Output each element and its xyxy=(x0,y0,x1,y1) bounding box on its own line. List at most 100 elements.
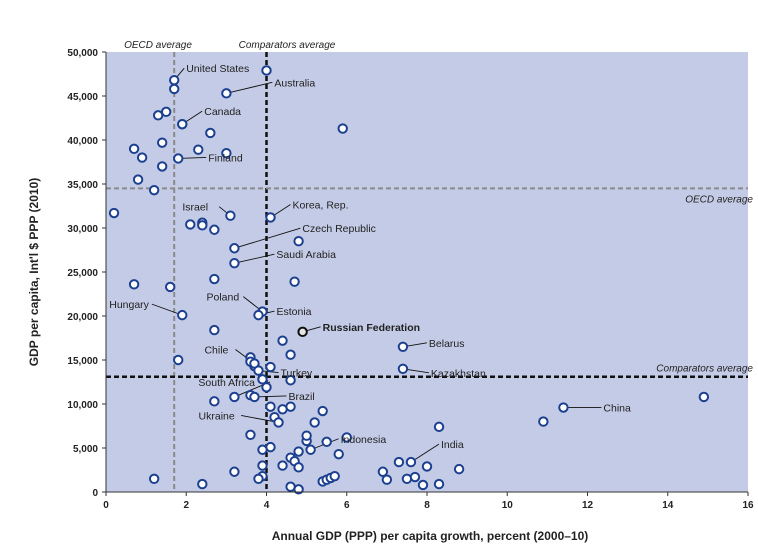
x-tick-label: 6 xyxy=(344,500,350,511)
data-point xyxy=(148,184,160,196)
data-point xyxy=(309,417,320,428)
point-label: Kazakhstan xyxy=(431,368,486,380)
data-point xyxy=(221,148,232,159)
data-point xyxy=(433,478,445,490)
y-tick-label: 35,000 xyxy=(67,180,98,191)
x-tick-label: 12 xyxy=(582,500,594,511)
data-point-labeled xyxy=(177,309,188,321)
x-tick-label: 10 xyxy=(502,500,514,511)
data-point-labeled xyxy=(273,417,284,428)
y-tick-label: 40,000 xyxy=(67,136,98,147)
data-point-labeled xyxy=(169,74,180,86)
y-tick-label: 45,000 xyxy=(67,92,98,103)
data-point xyxy=(209,224,220,235)
point-label: United States xyxy=(186,63,249,75)
y-tick-label: 20,000 xyxy=(67,312,98,323)
point-label: Poland xyxy=(206,292,239,304)
data-point xyxy=(205,127,216,139)
data-point xyxy=(293,484,304,495)
data-point xyxy=(156,137,168,148)
data-point xyxy=(209,273,220,285)
point-label: China xyxy=(603,403,631,415)
data-point xyxy=(277,335,288,346)
data-point-labeled xyxy=(229,391,240,403)
data-point xyxy=(289,276,300,287)
data-point xyxy=(333,448,344,460)
data-point xyxy=(156,161,168,172)
point-label: Ukraine xyxy=(199,410,235,422)
data-point xyxy=(381,474,393,485)
data-point xyxy=(329,470,340,482)
data-point xyxy=(301,430,312,441)
data-point-labeled xyxy=(253,365,264,376)
point-label: Australia xyxy=(274,77,315,89)
data-point xyxy=(421,461,433,472)
point-labels: United States Australia Canada Finland Korea… xyxy=(109,63,631,451)
point-label: Estonia xyxy=(276,306,311,318)
data-point xyxy=(209,324,220,336)
point-label: Saudi Arabia xyxy=(276,249,336,261)
data-point xyxy=(265,401,276,412)
data-point xyxy=(341,432,352,443)
x-tick-label: 16 xyxy=(742,500,754,511)
data-point xyxy=(317,405,328,417)
data-point-labeled xyxy=(177,118,188,130)
x-tick-label: 4 xyxy=(264,500,270,511)
data-point xyxy=(409,471,421,483)
x-axis-title: Annual GDP (PPP) per capita growth, perc… xyxy=(272,529,589,543)
data-point xyxy=(417,479,429,491)
y-tick-label: 15,000 xyxy=(67,356,98,367)
point-label: India xyxy=(441,439,464,451)
data-point xyxy=(108,207,120,219)
comparators-average-x-label: Comparators average xyxy=(239,40,336,51)
reference-line-labels: OECD average Comparators average OECD aver… xyxy=(124,40,753,375)
data-point xyxy=(337,123,348,134)
y-tick-label: 25,000 xyxy=(67,268,98,279)
data-point xyxy=(257,374,268,385)
data-point-labeled xyxy=(229,258,240,269)
data-point xyxy=(148,473,160,484)
data-point xyxy=(245,429,256,440)
y-tick-label: 10,000 xyxy=(67,400,98,411)
point-label: South Africa xyxy=(198,377,255,389)
y-tick-label: 30,000 xyxy=(67,224,98,235)
data-point-labeled xyxy=(397,363,409,374)
x-tick-label: 0 xyxy=(103,500,109,511)
data-point xyxy=(253,473,264,484)
plot-background xyxy=(106,52,748,492)
point-label: Israel xyxy=(182,202,208,214)
label-leader xyxy=(410,443,440,463)
data-points xyxy=(108,65,710,495)
data-point xyxy=(285,375,296,386)
x-tick-label: 14 xyxy=(662,500,674,511)
x-tick-label: 2 xyxy=(183,500,189,511)
point-label: Finland xyxy=(208,152,243,164)
y-axis-title: GDP per capita, Int'l $ PPP (2010) xyxy=(27,178,41,366)
data-point xyxy=(321,436,332,448)
data-point xyxy=(453,463,465,475)
point-label: Brazil xyxy=(288,391,314,403)
data-point xyxy=(197,478,208,490)
data-point xyxy=(293,236,304,247)
x-tick-label: 8 xyxy=(424,500,430,511)
data-point xyxy=(393,456,405,468)
reference-lines xyxy=(106,52,748,492)
label-leader xyxy=(226,81,273,94)
data-point-labeled xyxy=(397,341,409,352)
data-point xyxy=(229,466,240,477)
data-point xyxy=(698,391,710,403)
point-label: Hungary xyxy=(109,299,149,311)
data-point xyxy=(285,349,296,360)
data-point-labeled xyxy=(225,210,236,221)
data-point xyxy=(377,466,389,477)
data-point-labeled xyxy=(173,153,184,164)
y-tick-label: 5,000 xyxy=(73,444,98,455)
data-point xyxy=(185,219,196,230)
data-point xyxy=(165,281,176,293)
data-point xyxy=(169,83,180,95)
data-point xyxy=(136,152,148,163)
data-point-labeled xyxy=(221,88,232,99)
data-point xyxy=(193,144,204,155)
data-point xyxy=(265,361,276,373)
